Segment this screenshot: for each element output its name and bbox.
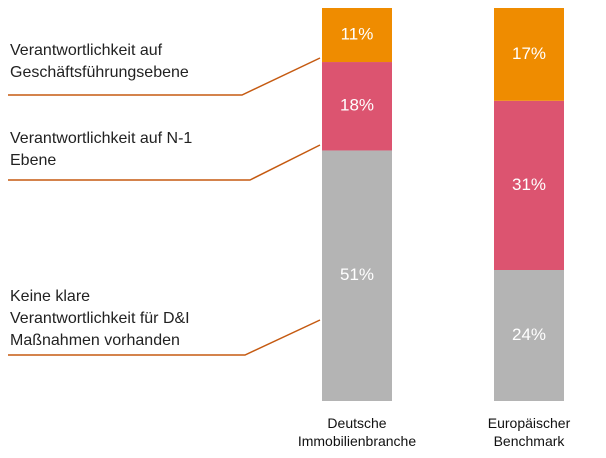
- value-label: 11%: [341, 25, 374, 44]
- x-tick-label: Europäischer Benchmark: [487, 415, 571, 449]
- bar-segment: [494, 270, 564, 401]
- value-label: 17%: [512, 44, 546, 63]
- bar-segment: [322, 62, 392, 151]
- bar-segment: [322, 8, 392, 63]
- legend-label: Verantwortlichkeit auf N-1 Ebene: [10, 130, 193, 169]
- value-label: 31%: [512, 175, 546, 194]
- bar-segment: [494, 8, 564, 101]
- bar-segment: [322, 150, 392, 401]
- x-tick-label: Deutsche Immobilienbranche: [297, 415, 417, 449]
- value-label: 24%: [512, 325, 546, 344]
- value-label: 18%: [340, 96, 374, 115]
- bar-segment: [494, 100, 564, 271]
- legend-label: Verantwortlichkeit auf Geschäftsführungs…: [10, 42, 189, 81]
- value-label: 51%: [340, 265, 374, 284]
- leader-line: [8, 319, 321, 356]
- leader-line: [8, 57, 321, 96]
- leader-line: [8, 144, 321, 181]
- legend-label: Keine klare Verantwortlichkeit für D&I M…: [10, 288, 190, 349]
